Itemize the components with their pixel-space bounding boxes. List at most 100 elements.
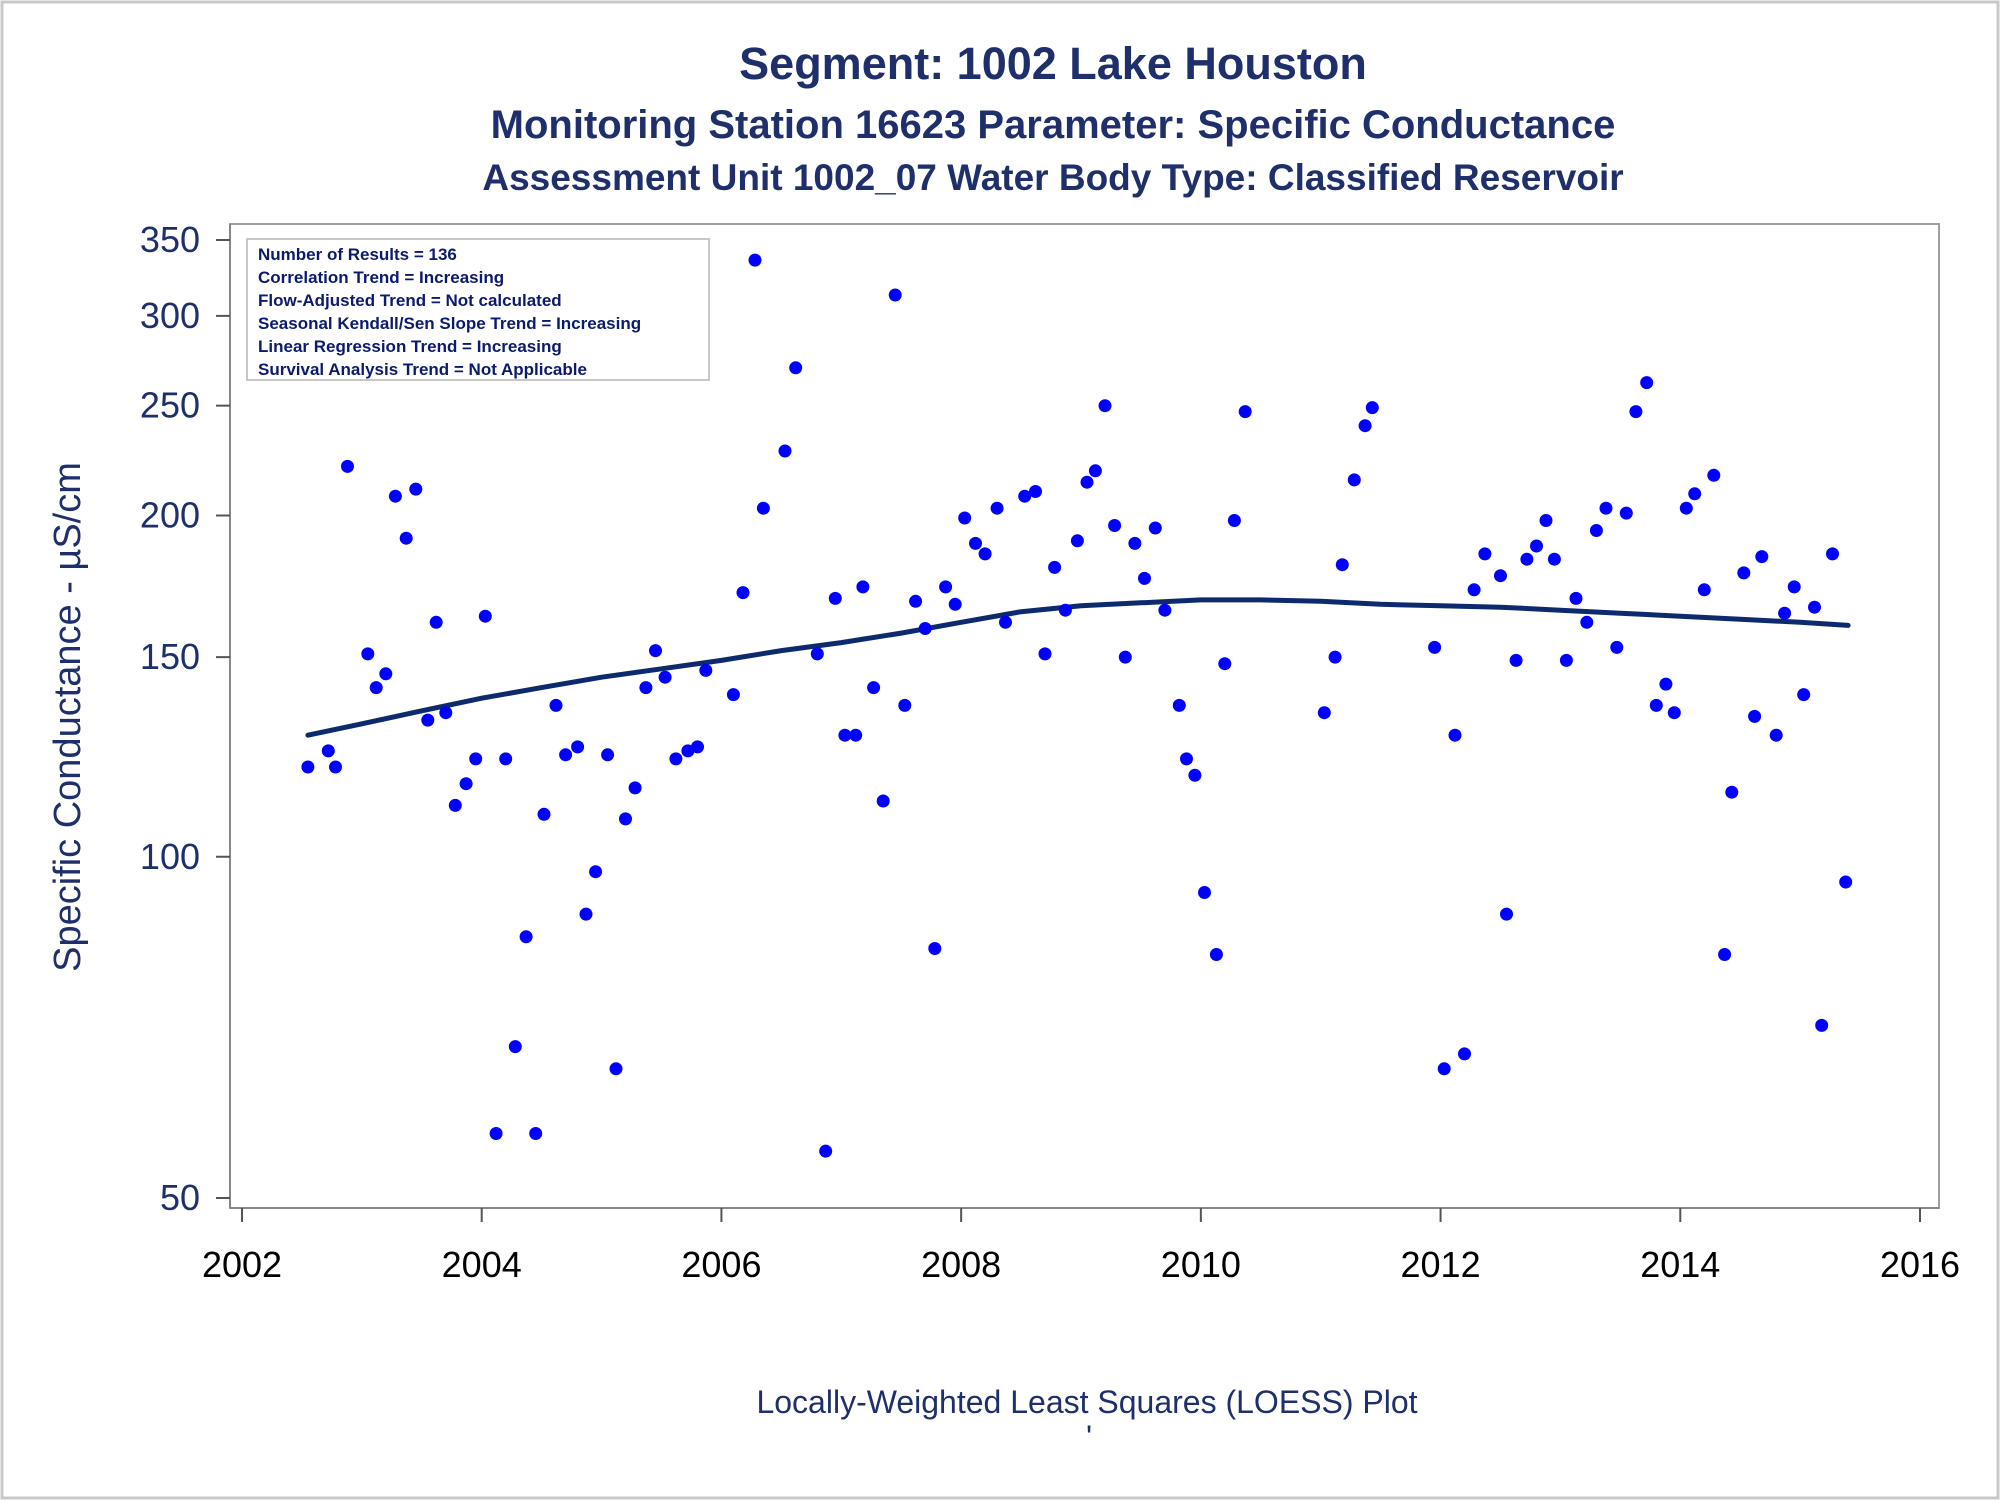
data-point xyxy=(1158,603,1172,617)
data-point xyxy=(321,744,335,758)
loess-trend-layer xyxy=(305,597,1851,738)
y-tick-label: 150 xyxy=(140,636,200,677)
data-point xyxy=(559,748,573,762)
y-tick-label: 50 xyxy=(160,1177,200,1218)
data-point xyxy=(1328,650,1342,664)
data-point xyxy=(1448,728,1462,742)
data-point xyxy=(1640,376,1654,390)
stats-line-survival-analysis: Survival Analysis Trend = Not Applicable xyxy=(258,360,587,379)
y-axis-ticks: 50 100 150 200 250 300 350 xyxy=(140,219,230,1218)
x-tick-label: 2012 xyxy=(1401,1244,1481,1285)
stats-line-results: Number of Results = 136 xyxy=(258,245,457,264)
stats-line-linear-regression: Linear Regression Trend = Increasing xyxy=(258,337,562,356)
data-point xyxy=(669,752,683,766)
data-point xyxy=(1335,558,1349,572)
data-point xyxy=(1629,405,1643,419)
stats-box: Number of Results = 136 Correlation Tren… xyxy=(246,238,710,381)
data-point xyxy=(958,511,972,525)
data-point xyxy=(589,865,603,879)
stats-line-seasonal-kendall: Seasonal Kendall/Sen Slope Trend = Incre… xyxy=(258,314,641,333)
data-point xyxy=(928,942,942,955)
data-point xyxy=(601,748,615,762)
data-point xyxy=(1559,653,1573,667)
data-point xyxy=(1038,647,1052,661)
data-point xyxy=(1365,401,1379,415)
data-point xyxy=(469,752,483,766)
data-point xyxy=(1718,948,1732,961)
data-point xyxy=(1649,698,1663,712)
data-point xyxy=(1787,580,1801,594)
data-point xyxy=(1610,640,1624,654)
data-point xyxy=(1088,464,1102,478)
data-point xyxy=(529,1127,543,1140)
data-point xyxy=(619,812,632,826)
data-point xyxy=(898,698,912,712)
data-point xyxy=(369,681,383,695)
data-point xyxy=(508,1040,522,1054)
y-axis-title: Specific Conductance - µS/cm xyxy=(47,462,89,972)
data-point xyxy=(736,586,750,600)
data-point xyxy=(628,781,642,795)
data-point xyxy=(459,777,473,791)
data-point xyxy=(969,536,982,550)
data-point xyxy=(990,501,1004,515)
data-point xyxy=(1138,571,1151,585)
data-point xyxy=(1238,405,1252,419)
data-point xyxy=(1080,475,1094,489)
data-point xyxy=(1500,907,1513,921)
data-point xyxy=(1494,569,1507,583)
data-point xyxy=(789,361,803,375)
data-point xyxy=(1667,706,1681,720)
data-point xyxy=(726,688,740,702)
data-points-layer xyxy=(301,253,1853,1158)
data-point xyxy=(448,798,462,812)
data-point xyxy=(1198,886,1211,899)
data-point xyxy=(1218,657,1232,671)
data-point xyxy=(579,907,593,921)
data-point xyxy=(537,807,551,821)
stats-line-correlation: Correlation Trend = Increasing xyxy=(258,268,504,287)
data-point xyxy=(1748,709,1762,723)
data-point xyxy=(499,752,513,766)
y-tick-label: 250 xyxy=(140,385,200,426)
data-point xyxy=(1539,514,1553,527)
y-tick-label: 100 xyxy=(140,836,200,877)
data-point xyxy=(1580,615,1594,629)
data-point xyxy=(948,597,962,611)
chart-subtitle: Monitoring Station 16623 Parameter: Spec… xyxy=(491,103,1616,147)
data-point xyxy=(828,591,842,605)
data-point xyxy=(1755,550,1769,564)
data-point xyxy=(1098,399,1112,413)
data-point xyxy=(819,1144,833,1158)
data-point xyxy=(1589,524,1603,537)
data-point xyxy=(519,930,533,944)
data-point xyxy=(999,615,1012,629)
data-point xyxy=(1118,650,1132,664)
data-point xyxy=(1188,768,1202,782)
data-point xyxy=(1797,688,1811,702)
data-point xyxy=(1180,752,1193,766)
data-point xyxy=(849,728,863,742)
data-point xyxy=(1018,489,1032,503)
data-point xyxy=(341,459,354,473)
x-tick-label: 2010 xyxy=(1161,1244,1241,1285)
x-tick-label: 2006 xyxy=(681,1244,761,1285)
data-point xyxy=(778,444,792,458)
data-point xyxy=(1227,514,1241,527)
data-point xyxy=(409,482,423,496)
footnote-mark: ' xyxy=(1086,1419,1092,1455)
data-point xyxy=(639,681,653,695)
x-tick-label: 2014 xyxy=(1640,1244,1720,1285)
data-point xyxy=(549,698,563,712)
data-point xyxy=(1725,785,1739,799)
data-point xyxy=(888,288,902,302)
y-tick-label: 300 xyxy=(140,295,200,336)
data-point xyxy=(1478,547,1492,561)
data-point xyxy=(609,1062,623,1076)
data-point xyxy=(1347,473,1361,487)
x-tick-label: 2016 xyxy=(1880,1244,1960,1285)
data-point xyxy=(1029,485,1042,498)
